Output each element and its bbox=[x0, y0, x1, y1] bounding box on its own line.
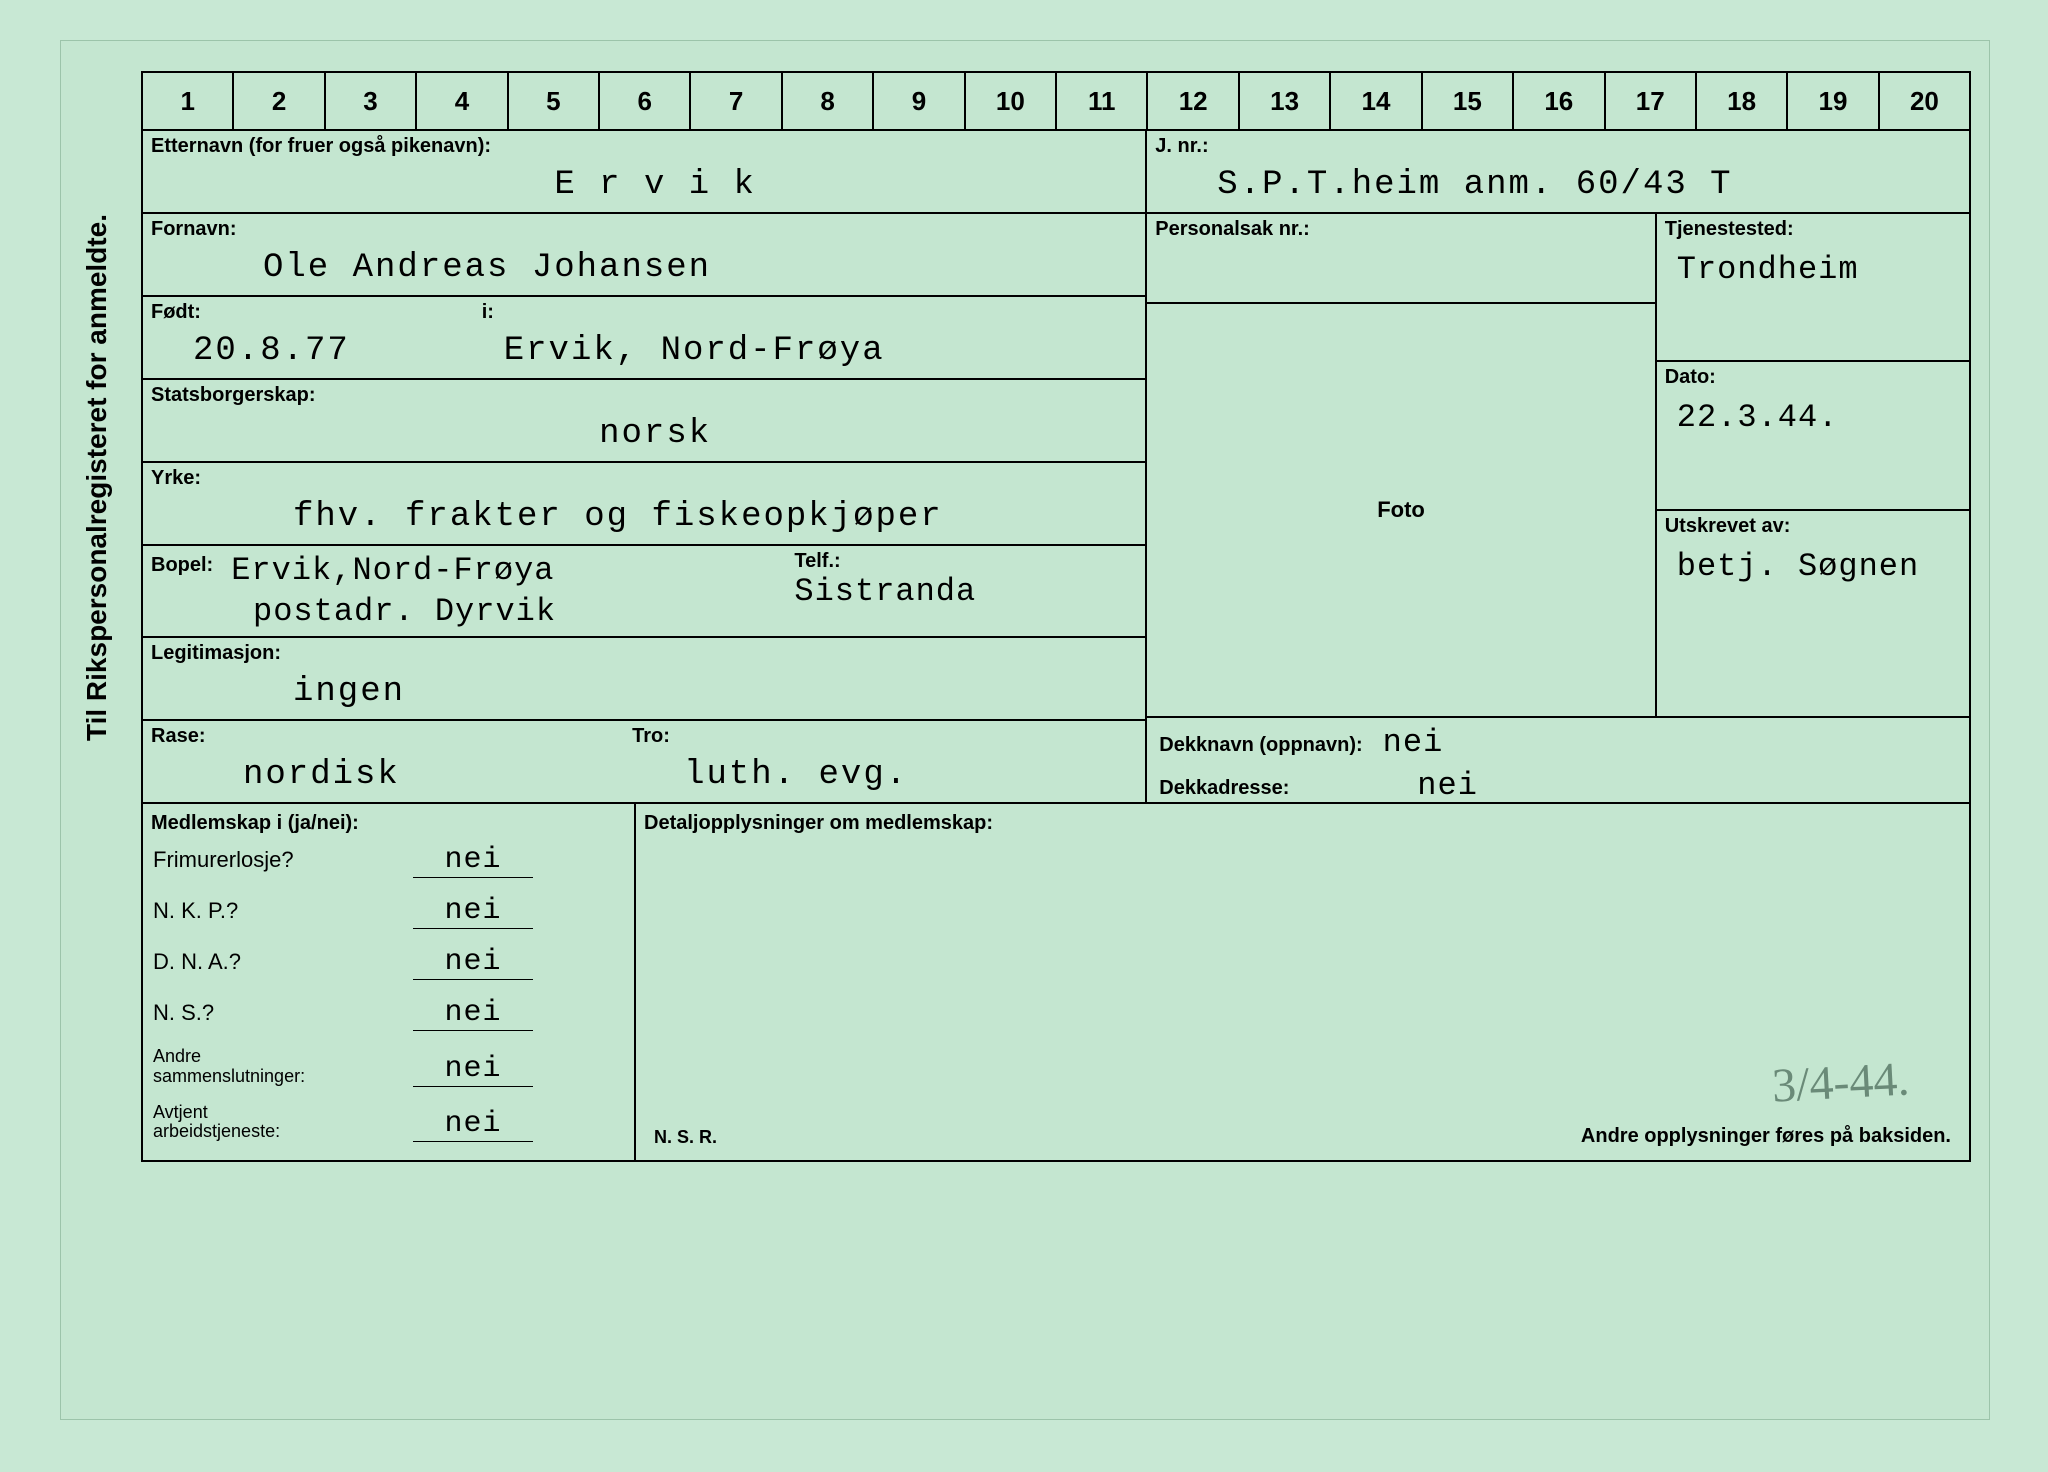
issued-by-label: Utskrevet av: bbox=[1657, 511, 1969, 538]
jnr-value: S.P.T.heim anm. 60/43 T bbox=[1147, 158, 1969, 212]
surname-label: Etternavn (for fruer også pikenavn): bbox=[143, 131, 1145, 158]
id-label: Legitimasjon: bbox=[143, 638, 1145, 665]
born-label: Født: bbox=[143, 297, 474, 324]
ruler-cell: 18 bbox=[1697, 73, 1788, 129]
jnr-label: J. nr.: bbox=[1147, 131, 1969, 158]
ruler-cell: 8 bbox=[783, 73, 874, 129]
ruler-row: 1 2 3 4 5 6 7 8 9 10 11 12 13 14 15 16 1… bbox=[141, 71, 1971, 131]
personalsak-value bbox=[1147, 241, 1654, 257]
handwritten-date: 3/4-44. bbox=[1770, 1052, 1910, 1114]
ruler-cell: 3 bbox=[326, 73, 417, 129]
form-grid: Etternavn (for fruer også pikenavn): E r… bbox=[141, 131, 1971, 1162]
ruler-cell: 14 bbox=[1331, 73, 1422, 129]
photo-placeholder: Foto bbox=[1147, 304, 1654, 716]
race-value: nordisk bbox=[143, 748, 624, 802]
nkp-label: N. K. P.? bbox=[153, 898, 413, 924]
other-info-label: Andre opplysninger føres på baksiden. bbox=[1573, 1117, 1959, 1156]
faith-value: luth. evg. bbox=[624, 748, 1145, 802]
born-value: 20.8.77 bbox=[143, 324, 474, 378]
issued-by-value: betj. Søgnen bbox=[1657, 538, 1969, 595]
dna-label: D. N. A.? bbox=[153, 949, 413, 975]
citizenship-label: Statsborgerskap: bbox=[143, 380, 1145, 407]
alias-label: Dekknavn (oppnavn): bbox=[1159, 734, 1362, 757]
station-value: Trondheim bbox=[1657, 241, 1969, 298]
date-label: Dato: bbox=[1657, 362, 1969, 389]
nkp-value: nei bbox=[413, 894, 533, 929]
race-label: Rase: bbox=[143, 721, 624, 748]
ruler-cell: 12 bbox=[1148, 73, 1239, 129]
phone-value: Sistranda bbox=[744, 573, 1145, 610]
ns-label: N. S.? bbox=[153, 1000, 413, 1026]
ruler-cell: 1 bbox=[143, 73, 234, 129]
residence-value-1: Ervik,Nord-Frøya bbox=[221, 546, 554, 589]
ruler-cell: 16 bbox=[1514, 73, 1605, 129]
born-in-value: Ervik, Nord-Frøya bbox=[474, 324, 1146, 378]
surname-value: E r v i k bbox=[143, 158, 1145, 212]
date-value: 22.3.44. bbox=[1657, 389, 1969, 446]
vertical-title: Til Rikspersonalregisteret for anmeldte. bbox=[81, 214, 113, 741]
labour-service-label: Avtjent arbeidstjeneste: bbox=[153, 1103, 413, 1143]
citizenship-value: norsk bbox=[143, 407, 1145, 461]
membership-label: Medlemskap i (ja/nei): bbox=[143, 804, 634, 835]
faith-label: Tro: bbox=[624, 721, 1145, 748]
ruler-cell: 2 bbox=[234, 73, 325, 129]
membership-details-label: Detaljopplysninger om medlemskap: bbox=[636, 804, 1969, 835]
ruler-cell: 5 bbox=[509, 73, 600, 129]
ruler-cell: 4 bbox=[417, 73, 508, 129]
cover-address-label: Dekkadresse: bbox=[1159, 777, 1397, 800]
ruler-cell: 20 bbox=[1880, 73, 1969, 129]
ruler-cell: 9 bbox=[874, 73, 965, 129]
firstname-value: Ole Andreas Johansen bbox=[143, 241, 1145, 295]
occupation-value: fhv. frakter og fiskeopkjøper bbox=[143, 490, 1145, 544]
registration-card: Til Rikspersonalregisteret for anmeldte.… bbox=[60, 40, 1990, 1420]
id-value: ingen bbox=[143, 665, 1145, 719]
freemason-label: Frimurerlosje? bbox=[153, 847, 413, 873]
occupation-label: Yrke: bbox=[143, 463, 1145, 490]
ruler-cell: 19 bbox=[1788, 73, 1879, 129]
firstname-label: Fornavn: bbox=[143, 214, 1145, 241]
ns-value: nei bbox=[413, 996, 533, 1031]
dna-value: nei bbox=[413, 945, 533, 980]
ruler-cell: 6 bbox=[600, 73, 691, 129]
ruler-cell: 15 bbox=[1423, 73, 1514, 129]
alias-value: nei bbox=[1383, 724, 1444, 761]
ruler-cell: 13 bbox=[1240, 73, 1331, 129]
phone-label: Telf.: bbox=[744, 546, 1145, 573]
residence-value-2: postadr. Dyrvik bbox=[143, 589, 744, 636]
cover-address-value: nei bbox=[1417, 767, 1478, 804]
residence-label: Bopel: bbox=[143, 546, 221, 589]
ruler-cell: 17 bbox=[1606, 73, 1697, 129]
ruler-cell: 10 bbox=[966, 73, 1057, 129]
ruler-cell: 7 bbox=[691, 73, 782, 129]
born-in-label: i: bbox=[474, 297, 1146, 324]
freemason-value: nei bbox=[413, 843, 533, 878]
other-assoc-label: Andre sammenslutninger: bbox=[153, 1047, 413, 1087]
other-assoc-value: nei bbox=[413, 1052, 533, 1087]
station-label: Tjenestested: bbox=[1657, 214, 1969, 241]
nsr-label: N. S. R. bbox=[646, 1119, 725, 1156]
personalsak-label: Personalsak nr.: bbox=[1147, 214, 1654, 241]
ruler-cell: 11 bbox=[1057, 73, 1148, 129]
labour-service-value: nei bbox=[413, 1107, 533, 1142]
